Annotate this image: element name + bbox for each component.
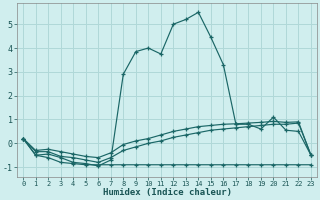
X-axis label: Humidex (Indice chaleur): Humidex (Indice chaleur) — [103, 188, 232, 197]
